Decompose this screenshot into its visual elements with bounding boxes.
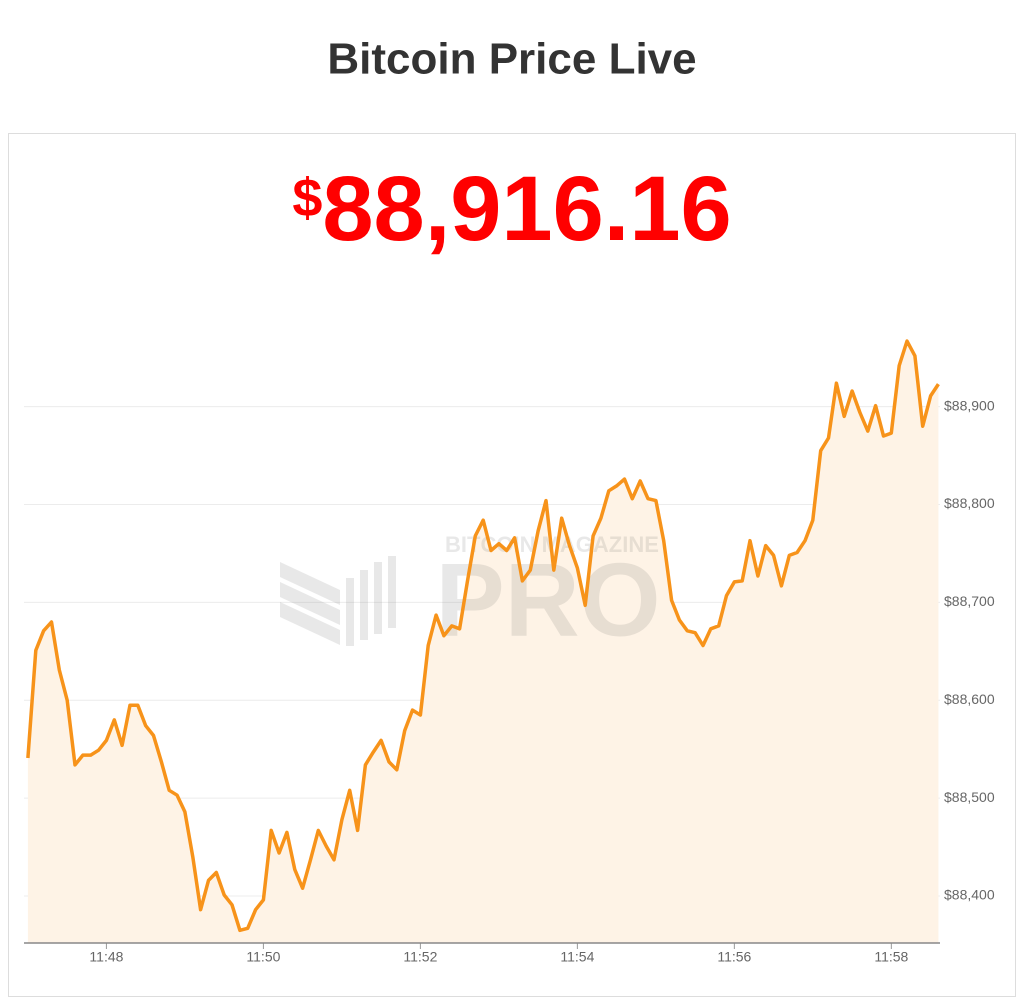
price-symbol: $ [292, 168, 322, 228]
x-tick-label: 11:48 [89, 949, 123, 965]
y-tick-label: $88,500 [944, 789, 995, 805]
y-tick-label: $88,800 [944, 495, 995, 511]
y-tick-label: $88,900 [944, 397, 995, 413]
current-price: $88,916.16 [292, 158, 731, 260]
x-tick-label: 11:54 [560, 949, 594, 965]
x-tick-label: 11:56 [717, 949, 751, 965]
x-tick-label: 11:50 [246, 949, 280, 965]
price-amount: 88,916.16 [322, 158, 731, 260]
area [27, 341, 939, 944]
watermark-main: PRO [435, 542, 660, 658]
y-tick-label: $88,400 [944, 887, 995, 903]
x-tick-label: 11:58 [874, 949, 908, 965]
watermark-logo [280, 556, 396, 646]
y-tick-label: $88,700 [944, 593, 995, 609]
price-line [26, 339, 940, 933]
y-tick-label: $88,600 [944, 691, 995, 707]
chart-title: Bitcoin Price Live [327, 35, 696, 84]
x-tick-label: 11:52 [403, 949, 437, 965]
watermark: BITCOIN MAGAZINE PRO [280, 532, 661, 658]
